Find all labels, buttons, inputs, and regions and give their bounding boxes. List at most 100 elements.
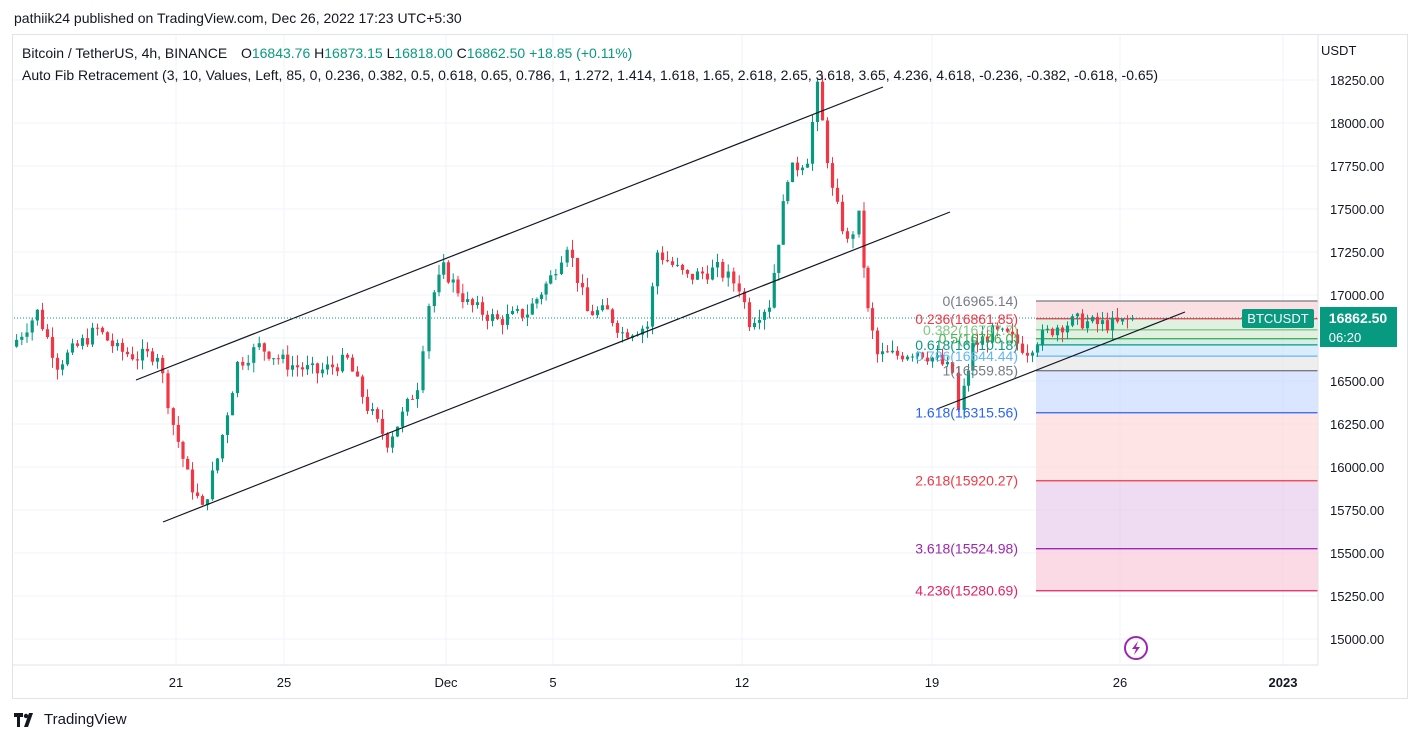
candle-body xyxy=(665,260,670,262)
fib-zone xyxy=(1036,356,1318,371)
high-value: 16873.15 xyxy=(324,45,383,61)
candle-body xyxy=(90,327,95,345)
candle-body xyxy=(835,187,840,202)
candle-body xyxy=(210,470,215,500)
candle-body xyxy=(161,357,165,374)
candle-body xyxy=(670,261,675,265)
time-tick: 12 xyxy=(735,675,749,690)
candle-body xyxy=(220,434,225,459)
candle-body xyxy=(40,309,45,330)
fib-level-label: 0.382(16797.7) xyxy=(923,322,1018,338)
candle-body xyxy=(975,342,980,345)
upper-channel-line xyxy=(135,86,884,381)
candle-body xyxy=(554,274,558,276)
symbol-badge-label: BTCUSDT xyxy=(1247,311,1308,326)
candle-body xyxy=(80,338,85,346)
candle-body xyxy=(395,426,400,437)
currency-label: USDT xyxy=(1321,43,1357,58)
candle-body xyxy=(95,327,100,329)
publisher-info: pathiik24 published on TradingView.com, … xyxy=(14,10,462,26)
candle-body xyxy=(971,342,975,371)
candle-body xyxy=(685,269,690,274)
candle-body xyxy=(610,309,615,324)
candle-body xyxy=(171,408,175,425)
candle-body xyxy=(442,262,446,275)
candle-body xyxy=(375,409,380,419)
candle-body xyxy=(650,286,655,327)
candle-body xyxy=(851,234,855,239)
candle-body xyxy=(75,343,80,346)
price-axis: 18250.00 18000.00 17750.00 17500.00 17250.00… xyxy=(13,35,1384,666)
candle-body xyxy=(140,348,145,361)
candle-body xyxy=(655,252,660,287)
fib-level-label: 4.236(15280.69) xyxy=(915,583,1018,599)
candle-body xyxy=(900,355,905,360)
candle-body xyxy=(475,302,480,306)
candle-body xyxy=(380,418,385,434)
change-value: +18.85 (+0.11%) xyxy=(529,45,633,61)
candle-body xyxy=(466,299,470,302)
candle-body xyxy=(747,302,752,328)
candle-body xyxy=(1055,327,1060,336)
candle-body xyxy=(815,81,820,123)
candle-body xyxy=(272,358,276,360)
candle-body xyxy=(241,361,245,366)
candle-body xyxy=(365,396,370,411)
candle-body xyxy=(752,322,757,328)
candle-body xyxy=(246,362,250,366)
fib-zone xyxy=(1036,370,1318,413)
candle-body xyxy=(1125,318,1130,320)
candle-body xyxy=(267,351,271,359)
indicator-legend[interactable]: Auto Fib Retracement (3, 10, Values, Lef… xyxy=(22,67,1159,83)
candle-body xyxy=(695,271,700,280)
candle-body xyxy=(105,332,110,341)
candle-body xyxy=(405,398,410,412)
lightning-icon xyxy=(1124,636,1148,660)
candle-body xyxy=(195,492,200,497)
last-price-label: 16862.50 xyxy=(1329,310,1388,326)
candle-body xyxy=(930,357,935,362)
candle-body xyxy=(915,352,920,357)
symbol-name[interactable]: Bitcoin / TetherUS, 4h, BINANCE xyxy=(22,45,228,61)
chart-frame[interactable] xyxy=(12,34,1408,699)
candle-body xyxy=(585,287,590,312)
candle-body xyxy=(100,327,105,333)
footer-brand[interactable]: TradingView xyxy=(14,711,127,728)
candle-body xyxy=(800,167,805,171)
fib-level-label: 0.5(16746.0) xyxy=(939,331,1018,347)
candle-body xyxy=(25,332,29,337)
candle-body xyxy=(825,120,830,164)
candle-body xyxy=(166,373,170,409)
candle-body xyxy=(1110,317,1115,331)
candle-body xyxy=(155,357,160,362)
trend-lines xyxy=(135,86,1186,523)
fib-level-label: 2.618(15920.27) xyxy=(915,473,1018,489)
candle-body xyxy=(857,210,861,235)
candle-body xyxy=(895,350,900,356)
candle-body xyxy=(525,314,530,318)
fib-zone xyxy=(1036,412,1318,481)
candle-body xyxy=(437,274,441,293)
candle-body xyxy=(549,275,553,284)
candle-body xyxy=(956,372,961,410)
candle-body xyxy=(45,329,50,338)
fib-level-label: 0.236(16861.85) xyxy=(915,311,1018,327)
time-tick: 5 xyxy=(549,675,556,690)
candle-body xyxy=(485,314,490,321)
candle-body xyxy=(1025,352,1030,356)
candle-body xyxy=(660,252,665,261)
open-label: O xyxy=(240,45,252,61)
time-tick: 26 xyxy=(1113,675,1127,690)
candle-body xyxy=(595,310,600,316)
candle-body xyxy=(145,348,150,352)
fib-zone xyxy=(1036,329,1318,339)
candle-body xyxy=(935,355,940,358)
candle-body xyxy=(115,342,120,347)
candle-body xyxy=(1000,328,1005,330)
candle-body xyxy=(1020,343,1025,353)
symbol-legend[interactable]: Bitcoin / TetherUS, 4h, BINANCE O16843.7… xyxy=(22,45,632,61)
candle-body xyxy=(427,305,431,352)
candle-body xyxy=(295,365,300,368)
candle-body xyxy=(186,458,190,470)
